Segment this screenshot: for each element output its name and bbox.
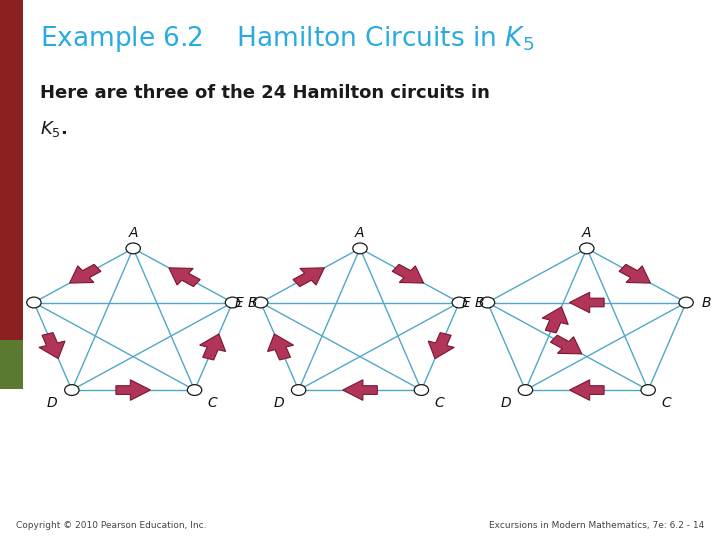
Circle shape [518, 384, 533, 395]
Text: $C$: $C$ [434, 396, 446, 410]
FancyArrow shape [392, 265, 423, 283]
Text: $E$: $E$ [234, 295, 245, 309]
Text: $B$: $B$ [247, 295, 258, 309]
FancyArrow shape [542, 307, 568, 333]
Text: $A$: $A$ [581, 226, 593, 240]
Circle shape [353, 243, 367, 254]
Circle shape [452, 297, 467, 308]
Circle shape [679, 297, 693, 308]
Text: $D$: $D$ [46, 396, 58, 410]
Text: $C$: $C$ [207, 396, 219, 410]
Text: $C$: $C$ [661, 396, 672, 410]
FancyArrow shape [116, 380, 150, 400]
FancyArrow shape [268, 334, 294, 360]
FancyArrow shape [70, 265, 101, 283]
FancyArrow shape [619, 265, 650, 283]
Bar [0, 0, 23, 340]
Circle shape [292, 384, 306, 395]
Text: $B$: $B$ [474, 295, 485, 309]
Circle shape [580, 243, 594, 254]
Bar [0, 340, 23, 389]
FancyArrow shape [343, 380, 377, 400]
Text: $K_5$.: $K_5$. [40, 119, 67, 139]
Text: Excursions in Modern Mathematics, 7e: 6.2 - 14: Excursions in Modern Mathematics, 7e: 6.… [489, 521, 704, 530]
Text: $E$: $E$ [7, 295, 18, 309]
Circle shape [225, 297, 240, 308]
FancyArrow shape [169, 268, 200, 287]
Circle shape [126, 243, 140, 254]
Text: $D$: $D$ [500, 396, 512, 410]
FancyArrow shape [39, 333, 65, 359]
Text: $E$: $E$ [461, 295, 472, 309]
Text: Example 6.2    Hamilton Circuits in $K_5$: Example 6.2 Hamilton Circuits in $K_5$ [40, 24, 534, 55]
FancyArrow shape [570, 292, 604, 313]
Text: $B$: $B$ [701, 295, 711, 309]
Circle shape [480, 297, 495, 308]
FancyArrow shape [570, 380, 604, 400]
Text: Copyright © 2010 Pearson Education, Inc.: Copyright © 2010 Pearson Education, Inc. [16, 521, 207, 530]
Text: $A$: $A$ [127, 226, 139, 240]
FancyArrow shape [551, 335, 582, 354]
FancyArrow shape [428, 333, 454, 359]
Circle shape [187, 384, 202, 395]
FancyArrow shape [199, 334, 225, 360]
Circle shape [65, 384, 79, 395]
Text: $A$: $A$ [354, 226, 366, 240]
Circle shape [27, 297, 41, 308]
Text: $D$: $D$ [273, 396, 285, 410]
Circle shape [253, 297, 268, 308]
FancyArrow shape [293, 268, 324, 287]
Circle shape [641, 384, 655, 395]
Text: Here are three of the 24 Hamilton circuits in: Here are three of the 24 Hamilton circui… [40, 84, 490, 102]
Circle shape [414, 384, 428, 395]
